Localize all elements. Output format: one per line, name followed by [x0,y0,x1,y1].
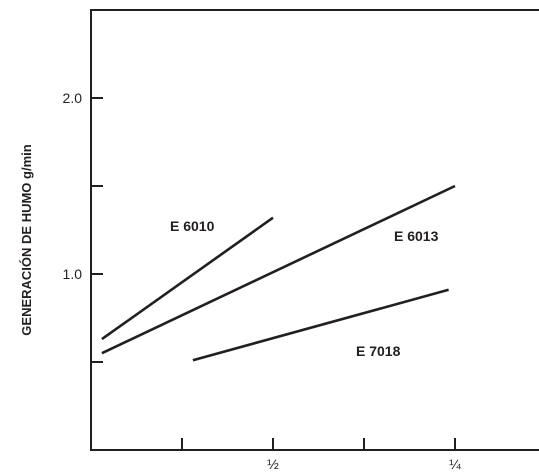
series-lines [101,184,456,362]
y-tick-label-2: 1.0 [63,266,83,282]
series-label-e7018: E 7018 [356,343,401,359]
x-tick-label-2: ½ [267,456,279,472]
y-tick-label-4: 2.0 [63,90,83,106]
series-label-e6013: E 6013 [394,228,439,244]
y-axis-ticks: 1.0 2.0 [63,90,103,363]
series-line-e6010 [101,216,274,341]
series-label-e6010: E 6010 [170,218,215,234]
series-line-e6013 [101,184,456,355]
y-axis-label: GENERACIÓN DE HUMO g/min [19,144,34,335]
plot-frame [90,9,539,451]
x-tick-label-4: ¼ [449,456,461,472]
series-line-e7018 [192,288,449,362]
